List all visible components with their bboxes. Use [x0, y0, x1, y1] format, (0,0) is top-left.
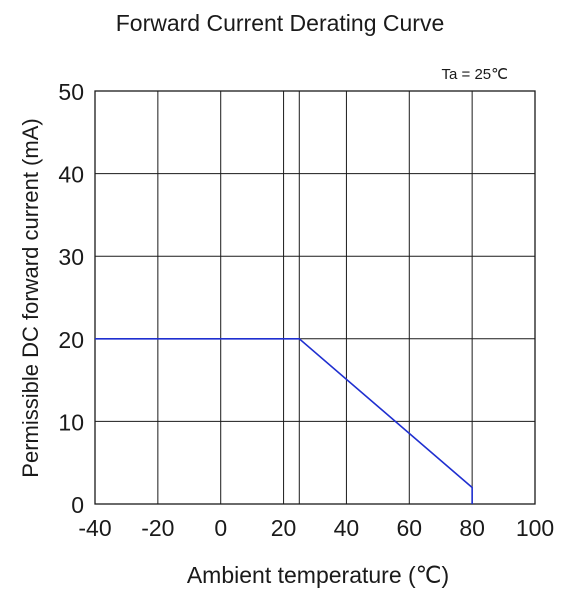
derating-series-line-0 [95, 337, 473, 504]
chart-title: Forward Current Derating Curve [116, 10, 445, 36]
x-tick-label-7: 100 [516, 515, 554, 541]
y-tick-label-3: 30 [58, 244, 84, 270]
x-axis-label: Ambient temperature (℃) [187, 562, 449, 588]
x-tick-label-4: 40 [334, 515, 360, 541]
plot-frame [94, 90, 536, 505]
series-group [95, 337, 473, 504]
x-tick-label-5: 60 [396, 515, 422, 541]
y-tick-label-0: 0 [71, 492, 84, 518]
y-tick-label-5: 50 [58, 79, 84, 105]
y-tick-label-4: 40 [58, 162, 84, 188]
y-tick-label-2: 20 [58, 327, 84, 353]
x-tick-labels: -40 -20 0 20 40 60 80 100 [78, 515, 554, 541]
x-tick-label-3: 20 [271, 515, 297, 541]
x-tick-label-0: -40 [78, 515, 111, 541]
y-tick-labels: 0 10 20 30 40 50 [58, 79, 84, 518]
grid [94, 90, 536, 505]
x-tick-label-2: 0 [214, 515, 227, 541]
ambient-temperature-annotation: Ta = 25℃ [442, 66, 508, 83]
x-tick-label-1: -20 [141, 515, 174, 541]
y-tick-label-1: 10 [58, 409, 84, 435]
y-axis-label: Permissible DC forward current (mA) [18, 118, 43, 477]
x-tick-label-6: 80 [459, 515, 485, 541]
